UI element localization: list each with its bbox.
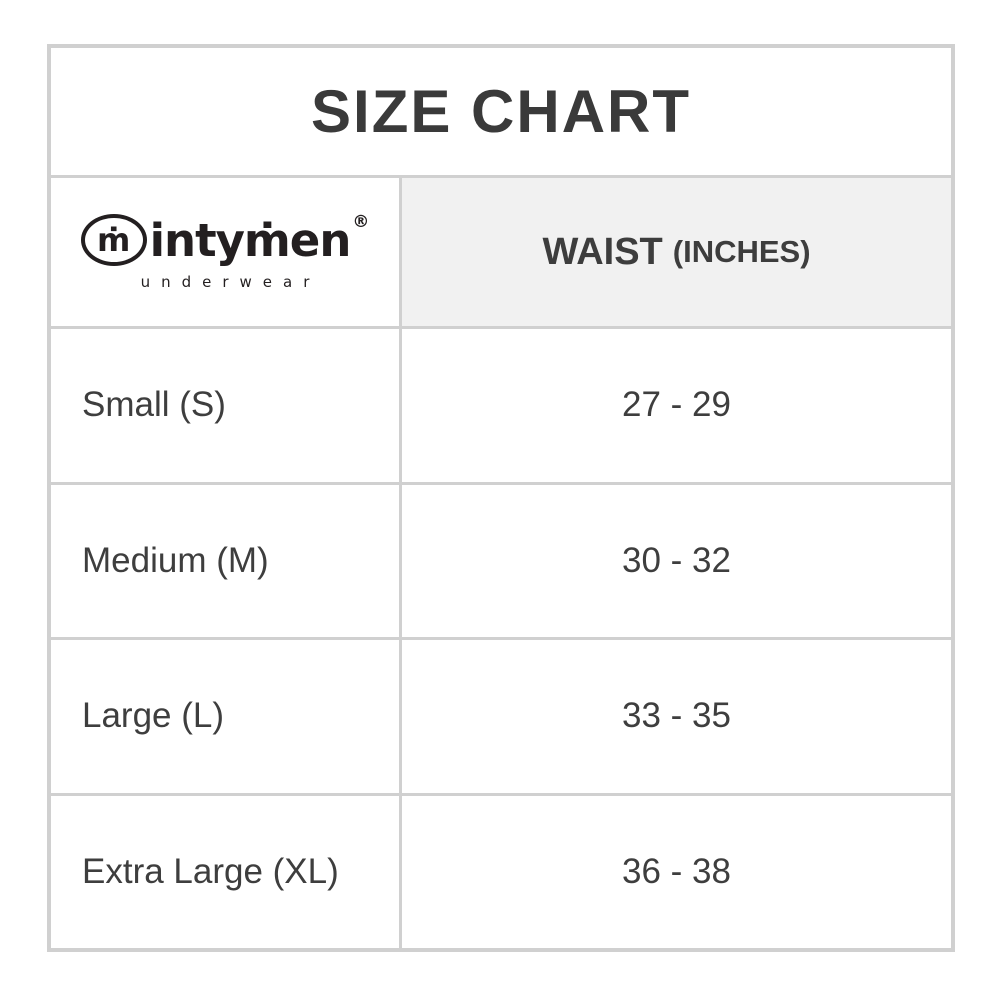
size-label: Small (S): [82, 385, 226, 425]
size-chart-table: SIZE CHART ṁ intyṁen ® underwear WAIST (…: [47, 44, 955, 952]
brand-name: intyṁen: [149, 213, 352, 267]
waist-column-header: WAIST (INCHES): [402, 178, 951, 326]
waist-value: 30 - 32: [622, 540, 731, 580]
page-title: SIZE CHART: [311, 78, 691, 145]
brand-m-letter: ṁ: [96, 221, 131, 259]
table-row-large-size-cell: Large (L): [51, 640, 399, 793]
table-row-large-waist-cell: 33 - 35: [402, 640, 951, 793]
chart-title-cell: SIZE CHART: [51, 48, 951, 175]
brand-tagline: underwear: [140, 273, 321, 291]
table-row-xlarge-waist-cell: 36 - 38: [402, 795, 951, 948]
brand-logo-row: ṁ intyṁen ®: [80, 212, 370, 267]
table-row-medium-waist-cell: 30 - 32: [402, 484, 951, 637]
waist-value: 33 - 35: [622, 696, 731, 736]
table-row-small-waist-cell: 27 - 29: [402, 329, 951, 482]
table-row-medium-size-cell: Medium (M): [51, 484, 399, 637]
brand-m-oval-icon: ṁ: [80, 214, 147, 266]
table-row-xlarge-size-cell: Extra Large (XL): [51, 795, 399, 948]
brand-logo: ṁ intyṁen ® underwear: [80, 212, 370, 291]
size-label: Extra Large (XL): [82, 851, 339, 891]
waist-value: 36 - 38: [622, 851, 731, 891]
waist-header-unit: (INCHES): [672, 234, 811, 269]
size-label: Medium (M): [82, 540, 269, 580]
waist-value: 27 - 29: [622, 385, 731, 425]
waist-header-label: WAIST: [542, 230, 663, 273]
registered-trademark-icon: ®: [352, 212, 370, 232]
size-label: Large (L): [82, 696, 225, 736]
brand-logo-cell: ṁ intyṁen ® underwear: [51, 178, 399, 326]
table-row-small-size-cell: Small (S): [51, 329, 399, 482]
